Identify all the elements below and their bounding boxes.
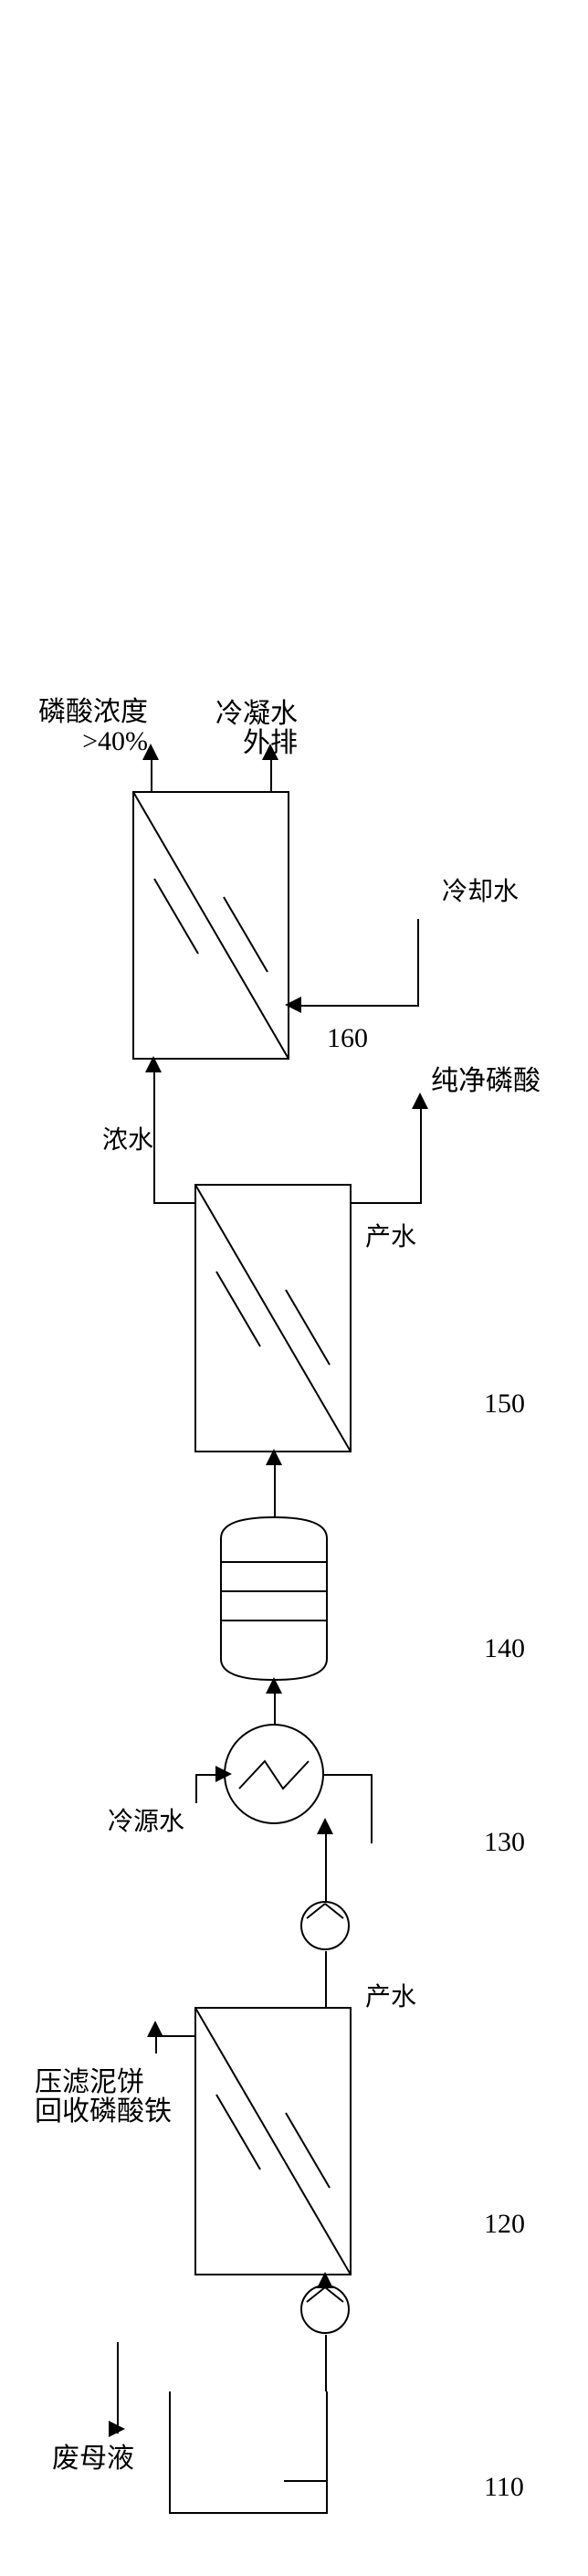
- arrow-feed: [109, 2421, 125, 2437]
- pipe-cool-v: [417, 919, 419, 1007]
- pipe-cool-h: [289, 1005, 417, 1007]
- pipe-top-conc: [151, 756, 152, 791]
- pipe-hx-out-v: [371, 1774, 373, 1843]
- label-top-conc-text: 磷酸浓度 >40%: [38, 698, 148, 755]
- pipe-tank-pumpA-h: [284, 2480, 326, 2482]
- ref-150: 150: [484, 1388, 525, 1420]
- label-feed: 废母液: [52, 2444, 134, 2474]
- ref-120: 120: [484, 2209, 525, 2240]
- pipe-conc-v: [153, 1060, 155, 1202]
- pipe-perm150-h: [352, 1202, 420, 1204]
- ref-110: 110: [484, 2472, 524, 2503]
- pipe-cond: [270, 756, 272, 791]
- stream-feed: [117, 2342, 119, 2433]
- pipe-cold-v: [195, 1774, 197, 1803]
- pipe-tank-pumpA-v: [325, 2335, 327, 2391]
- arrow-cool-in: [285, 997, 301, 1013]
- label-perm-150: 产水: [365, 1224, 416, 1251]
- pump-a: [299, 2284, 351, 2335]
- membrane-150: [194, 1184, 352, 1452]
- evaporator-160: [132, 791, 289, 1060]
- ref-160: 160: [327, 1023, 368, 1054]
- arrow-cake: [147, 2021, 163, 2037]
- pipe-hx-out: [323, 1774, 371, 1776]
- filterpress-120: [194, 2007, 352, 2275]
- arrow-pure: [412, 1093, 428, 1109]
- label-cold-src: 冷源水: [108, 1809, 184, 1835]
- arrow-cold-in: [215, 1766, 232, 1782]
- label-cool-water: 冷却水: [442, 879, 519, 905]
- pipe-perm150-v: [420, 1105, 422, 1204]
- ref-140: 140: [484, 1633, 525, 1664]
- pipe-120-up: [325, 1951, 327, 2007]
- pipe-conc-h: [153, 1202, 194, 1204]
- label-perm-a: 产水: [365, 1984, 416, 2011]
- label-conc-150: 浓水: [102, 1127, 153, 1154]
- label-pure-h3po4: 纯净磷酸: [431, 1067, 541, 1096]
- heat-exchanger-130: [223, 1723, 325, 1825]
- pump-b: [299, 1900, 351, 1951]
- label-cake-text: 压滤泥饼 回收磷酸铁: [35, 2068, 172, 2126]
- pipe-cake-v: [155, 2035, 157, 2053]
- crystallizer-140: [220, 1516, 328, 1681]
- diagram-canvas: 废母液 110 120 压滤泥饼 回收磷酸铁 产水 130 冷源水: [0, 0, 588, 2576]
- ref-130: 130: [484, 1827, 525, 1858]
- label-cond-text: 冷凝水 外排: [215, 700, 298, 757]
- pipe-pumpB-up: [325, 1823, 327, 1902]
